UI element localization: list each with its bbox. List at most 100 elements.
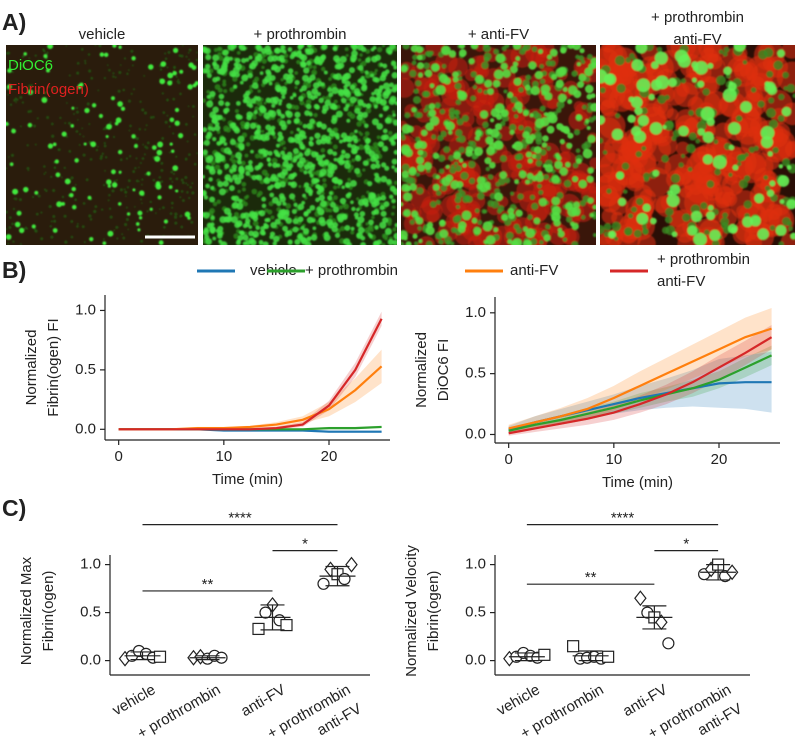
fluorescent-spot: [330, 202, 336, 208]
fluorescent-spot: [754, 146, 759, 151]
fluorescent-spot: [129, 125, 132, 128]
fluorescent-spot: [188, 106, 190, 108]
fluorescent-spot: [194, 133, 196, 135]
fluorescent-spot: [364, 202, 369, 207]
x-tick-label: 0: [114, 448, 122, 465]
fluorescent-spot: [188, 197, 190, 199]
fluorescent-spot: [182, 199, 185, 202]
fluorescent-spot: [254, 110, 258, 114]
fluorescent-spot: [144, 146, 147, 149]
fluorescent-spot: [296, 128, 300, 132]
fluorescent-spot: [343, 85, 347, 89]
fluorescent-spot: [120, 158, 123, 161]
fluorescent-spot: [254, 135, 258, 139]
fluorescent-spot: [274, 48, 280, 54]
fluorescent-spot: [181, 55, 184, 58]
fluorescent-spot: [783, 86, 787, 90]
fluorescent-spot: [631, 97, 642, 108]
fluorescent-spot: [25, 227, 28, 230]
fluorescent-spot: [53, 220, 56, 223]
fluorescent-spot: [131, 93, 133, 95]
fluorescent-spot: [111, 96, 115, 100]
fluorescent-spot: [587, 54, 593, 60]
fluorescent-spot: [518, 125, 523, 130]
fluorescent-spot: [306, 91, 311, 96]
fluorescent-spot: [367, 181, 372, 186]
fluorescent-spot: [159, 208, 161, 210]
fluorescent-spot: [587, 176, 594, 183]
fluorescent-spot: [270, 184, 274, 188]
fluorescent-spot: [365, 57, 371, 63]
fluorescent-spot: [398, 241, 404, 247]
fluorescent-spot: [686, 144, 695, 153]
fluorescent-spot: [298, 185, 301, 188]
fluorescent-spot: [212, 106, 219, 113]
fluorescent-spot: [358, 112, 363, 117]
fluorescent-spot: [223, 125, 229, 131]
fluorescent-spot: [5, 167, 7, 169]
fluorescent-spot: [591, 93, 596, 98]
fluorescent-spot: [394, 78, 414, 98]
fluorescent-spot: [130, 50, 133, 53]
fluorescent-spot: [163, 226, 166, 229]
fluorescent-spot: [692, 78, 697, 83]
fluorescent-spot: [415, 80, 421, 86]
fluorescent-spot: [13, 198, 15, 200]
fluorescent-spot: [54, 167, 56, 169]
fluorescent-spot: [161, 180, 164, 183]
x-tick-label: 10: [605, 451, 622, 468]
fluorescent-spot: [382, 234, 386, 238]
fluorescent-spot: [514, 179, 519, 184]
fluorescent-spot: [343, 107, 348, 112]
fluorescent-spot: [71, 187, 75, 191]
fluorescent-spot: [778, 175, 790, 187]
fluorescent-spot: [403, 209, 410, 216]
fluorescent-spot: [563, 87, 568, 92]
fluorescent-spot: [360, 242, 366, 248]
fluorescent-spot: [179, 70, 183, 74]
fluorescent-spot: [486, 186, 490, 190]
fluorescent-spot: [162, 206, 165, 209]
fluorescent-spot: [192, 105, 195, 108]
fluorescent-spot: [109, 121, 111, 123]
channel-label: DiOC6: [8, 57, 53, 74]
fluorescent-spot: [282, 169, 288, 175]
fluorescent-spot: [40, 212, 42, 214]
fluorescent-spot: [459, 158, 463, 162]
fluorescent-spot: [102, 153, 104, 155]
fluorescent-spot: [567, 99, 572, 104]
fluorescent-spot: [50, 225, 52, 227]
fluorescent-spot: [394, 181, 398, 185]
fluorescent-spot: [112, 189, 115, 192]
fluorescent-spot: [407, 126, 414, 133]
fluorescent-spot: [321, 44, 327, 50]
fluorescent-spot: [590, 213, 594, 217]
fluorescent-spot: [276, 144, 280, 148]
significance-label: **: [585, 569, 597, 586]
fluorescent-spot: [523, 240, 532, 249]
fluorescent-spot: [390, 96, 397, 103]
fluorescent-spot: [709, 230, 720, 241]
fluorescent-spot: [187, 84, 192, 89]
fluorescent-spot: [377, 47, 382, 52]
fluorescent-spot: [421, 130, 427, 136]
fluorescent-spot: [115, 122, 119, 126]
fluorescent-spot: [341, 185, 345, 189]
fluorescent-spot: [371, 194, 376, 199]
fluorescent-spot: [534, 146, 542, 154]
fluorescent-spot: [126, 218, 129, 221]
fluorescent-spot: [153, 179, 156, 182]
fluorescent-spot: [84, 60, 86, 62]
fluorescent-spot: [162, 111, 165, 114]
fluorescent-spot: [513, 62, 518, 67]
fluorescent-spot: [218, 239, 222, 243]
fluorescent-spot: [462, 211, 471, 220]
fluorescent-spot: [17, 211, 22, 216]
fluorescent-spot: [266, 71, 271, 76]
fluorescent-spot: [787, 84, 796, 93]
fluorescent-spot: [369, 235, 373, 239]
fluorescent-spot: [371, 48, 375, 52]
channel-label: Fibrin(ogen): [8, 81, 89, 98]
fluorescent-spot: [412, 55, 417, 60]
fluorescent-spot: [88, 123, 90, 125]
